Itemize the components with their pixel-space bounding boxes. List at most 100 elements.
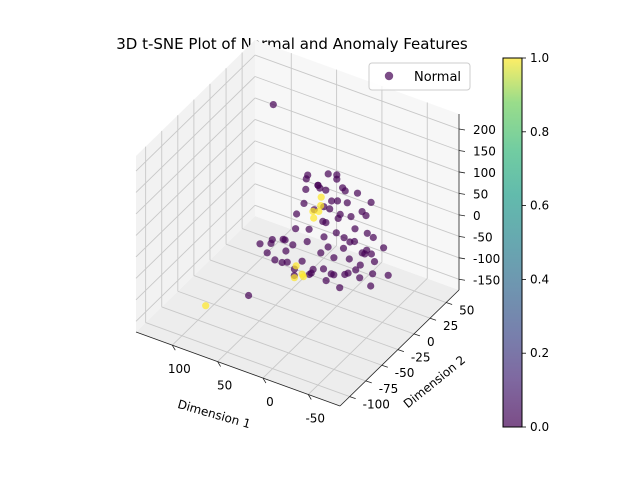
- anomaly-point: [292, 262, 300, 270]
- normal-point: [352, 266, 360, 274]
- normal-point: [320, 233, 328, 241]
- normal-point: [245, 291, 253, 300]
- normal-point: [333, 197, 342, 205]
- chart-title: 3D t-SNE Plot of Normal and Anomaly Feat…: [116, 35, 468, 53]
- z-grid-back: [254, 118, 460, 194]
- x-tick-label: 50: [217, 379, 232, 393]
- legend-label-normal: Normal: [414, 70, 461, 85]
- z-tick-label: 50: [473, 187, 488, 201]
- normal-point: [305, 225, 313, 233]
- normal-point: [269, 101, 277, 109]
- normal-point: [369, 270, 377, 278]
- normal-point: [384, 271, 392, 279]
- z-grid-back: [254, 54, 460, 130]
- x-tick-mark: [217, 361, 221, 367]
- normal-point: [302, 175, 310, 183]
- legend: Normal: [368, 62, 471, 91]
- colorbar-frame: [502, 57, 523, 428]
- z-tick-mark: [458, 257, 466, 260]
- y-tick-label: -100: [363, 398, 390, 412]
- tick-labels: -50050100-100-75-50-2502550-150-100-5005…: [168, 123, 500, 425]
- z-tick-mark: [458, 193, 466, 195]
- normal-point: [326, 205, 334, 213]
- z-tick-mark: [458, 235, 466, 238]
- z-grid-left: [135, 140, 256, 258]
- x-grid-floor: [217, 245, 337, 362]
- colorbar-tick-label: 0.6: [530, 199, 549, 213]
- anomaly-point: [310, 214, 318, 222]
- x-tick-label: 0: [266, 395, 274, 409]
- normal-point: [317, 249, 325, 257]
- y-tick-mark: [365, 380, 372, 384]
- z-grid-left: [135, 76, 256, 193]
- normal-point: [336, 210, 344, 218]
- anomaly-point: [317, 202, 325, 210]
- z-grid-back: [254, 97, 460, 173]
- y-tick-mark: [397, 349, 405, 352]
- normal-point: [350, 237, 359, 246]
- normal-point: [370, 258, 379, 266]
- normal-point: [322, 277, 330, 285]
- y-tick-label: 25: [443, 319, 458, 333]
- normal-point: [353, 189, 362, 197]
- z-tick-mark: [458, 214, 466, 217]
- normal-point: [330, 254, 338, 262]
- anomaly-point: [299, 273, 307, 281]
- y-grid-floor: [209, 259, 415, 335]
- z-tick-label: 200: [473, 123, 496, 137]
- normal-point: [330, 271, 338, 279]
- normal-point: [347, 213, 355, 221]
- z-tick-mark: [458, 171, 466, 174]
- normal-point: [278, 258, 286, 267]
- legend-marker-normal: [384, 71, 394, 81]
- z-tick-mark: [458, 150, 466, 152]
- normal-point: [367, 198, 375, 206]
- axis-lines: [135, 114, 460, 407]
- normal-point: [362, 212, 370, 220]
- normal-point: [293, 210, 301, 218]
- y-tick-mark: [349, 396, 356, 399]
- y-tick-label: -50: [395, 366, 415, 380]
- y-grid-floor: [193, 275, 399, 350]
- y-tick-label: 50: [459, 304, 474, 318]
- y-grid-floor: [145, 322, 350, 398]
- normal-point: [292, 225, 300, 233]
- z-grid-left: [135, 204, 256, 322]
- normal-point: [339, 184, 347, 192]
- anomaly-point: [317, 193, 325, 201]
- y-tick-label: 0: [427, 335, 435, 349]
- normal-point: [363, 229, 371, 237]
- normal-point: [380, 244, 388, 252]
- x-axis-line: [135, 331, 341, 407]
- normal-point: [367, 282, 375, 290]
- normal-point: [336, 284, 344, 292]
- colorbar-gradient: [503, 58, 522, 427]
- normal-point: [314, 181, 322, 189]
- colorbar-tick-label: 0.0: [530, 420, 549, 434]
- colorbar-tick-label: 0.4: [530, 272, 549, 286]
- z-grid-left: [135, 97, 256, 215]
- x-grid-floor: [307, 278, 428, 395]
- x-grid-floor: [262, 261, 383, 379]
- z-grid-back: [254, 161, 460, 237]
- normal-point: [303, 238, 311, 246]
- normal-point: [319, 217, 327, 225]
- x-axis-title: Dimension 1: [176, 397, 252, 431]
- normal-point: [263, 249, 271, 257]
- normal-point: [281, 236, 289, 244]
- x-tick-label: -50: [305, 411, 325, 425]
- z-tick-label: 0: [473, 209, 481, 223]
- normal-point: [282, 247, 290, 255]
- x-tick-mark: [307, 394, 312, 400]
- z-tick-mark: [458, 278, 466, 281]
- normal-point: [324, 243, 332, 251]
- normal-point: [300, 199, 308, 207]
- x-tick-mark: [171, 344, 176, 351]
- normal-point: [351, 225, 359, 233]
- y-grid-floor: [241, 228, 447, 303]
- anomaly-point: [315, 207, 323, 215]
- normal-point: [289, 241, 297, 249]
- y-tick-mark: [446, 302, 453, 305]
- normal-point: [256, 240, 264, 248]
